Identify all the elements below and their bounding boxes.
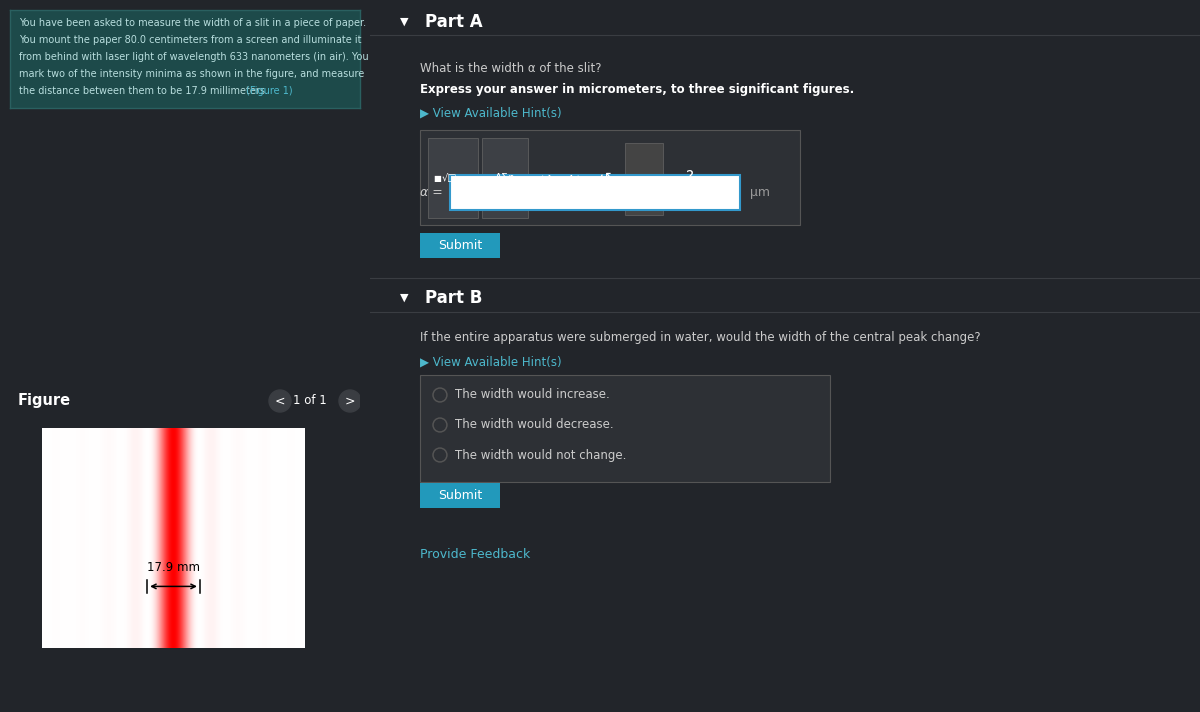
Text: μm: μm [750, 186, 770, 199]
Text: ▶ View Available Hint(s): ▶ View Available Hint(s) [420, 107, 562, 120]
Text: The width would increase.: The width would increase. [455, 389, 610, 402]
Text: You have been asked to measure the width of a slit in a piece of paper.: You have been asked to measure the width… [19, 18, 366, 28]
Text: The width would not change.: The width would not change. [455, 449, 626, 461]
Text: Part B: Part B [425, 289, 482, 307]
FancyBboxPatch shape [420, 130, 800, 225]
Text: What is the width α of the slit?: What is the width α of the slit? [420, 61, 601, 75]
Text: Provide Feedback: Provide Feedback [420, 548, 530, 560]
Circle shape [434, 389, 445, 400]
Text: ■: ■ [433, 174, 440, 182]
Text: AΣφ: AΣφ [494, 173, 515, 183]
Circle shape [340, 390, 361, 412]
FancyBboxPatch shape [428, 138, 478, 218]
Text: ▼: ▼ [400, 293, 408, 303]
Text: ?: ? [686, 170, 694, 186]
Text: √□: √□ [442, 173, 457, 183]
Circle shape [434, 449, 445, 461]
FancyBboxPatch shape [482, 138, 528, 218]
Text: ↩: ↩ [539, 170, 551, 186]
Text: ▼: ▼ [400, 17, 408, 27]
Text: If the entire apparatus were submerged in water, would the width of the central : If the entire apparatus were submerged i… [420, 332, 980, 345]
Text: Submit: Submit [438, 239, 482, 252]
Text: Figure: Figure [18, 394, 71, 409]
FancyBboxPatch shape [420, 483, 500, 508]
Text: 1 of 1: 1 of 1 [293, 394, 326, 407]
Text: α =: α = [420, 186, 443, 199]
Text: Part A: Part A [425, 13, 482, 31]
Text: Submit: Submit [438, 489, 482, 502]
Text: (Figure 1): (Figure 1) [246, 86, 293, 96]
Circle shape [269, 390, 292, 412]
Text: mark two of the intensity minima as shown in the figure, and measure: mark two of the intensity minima as show… [19, 69, 364, 79]
Circle shape [433, 448, 446, 462]
FancyBboxPatch shape [420, 233, 500, 258]
Text: Express your answer in micrometers, to three significant figures.: Express your answer in micrometers, to t… [420, 83, 854, 97]
Text: ↺: ↺ [599, 170, 611, 186]
Text: 17.9 mm: 17.9 mm [148, 561, 200, 575]
FancyBboxPatch shape [450, 175, 740, 210]
FancyBboxPatch shape [625, 143, 662, 215]
Text: ▶ View Available Hint(s): ▶ View Available Hint(s) [420, 355, 562, 369]
Text: the distance between them to be 17.9 millimeters.: the distance between them to be 17.9 mil… [19, 86, 271, 96]
Text: ↪: ↪ [569, 170, 581, 186]
Text: from behind with laser light of wavelength 633 nanometers (in air). You: from behind with laser light of waveleng… [19, 52, 368, 62]
Circle shape [433, 418, 446, 432]
Text: <: < [275, 394, 286, 407]
Text: The width would decrease.: The width would decrease. [455, 419, 613, 431]
FancyBboxPatch shape [420, 375, 830, 482]
Text: >: > [344, 394, 355, 407]
Text: You mount the paper 80.0 centimeters from a screen and illuminate it: You mount the paper 80.0 centimeters fro… [19, 35, 361, 45]
Circle shape [434, 419, 445, 431]
Circle shape [433, 388, 446, 402]
